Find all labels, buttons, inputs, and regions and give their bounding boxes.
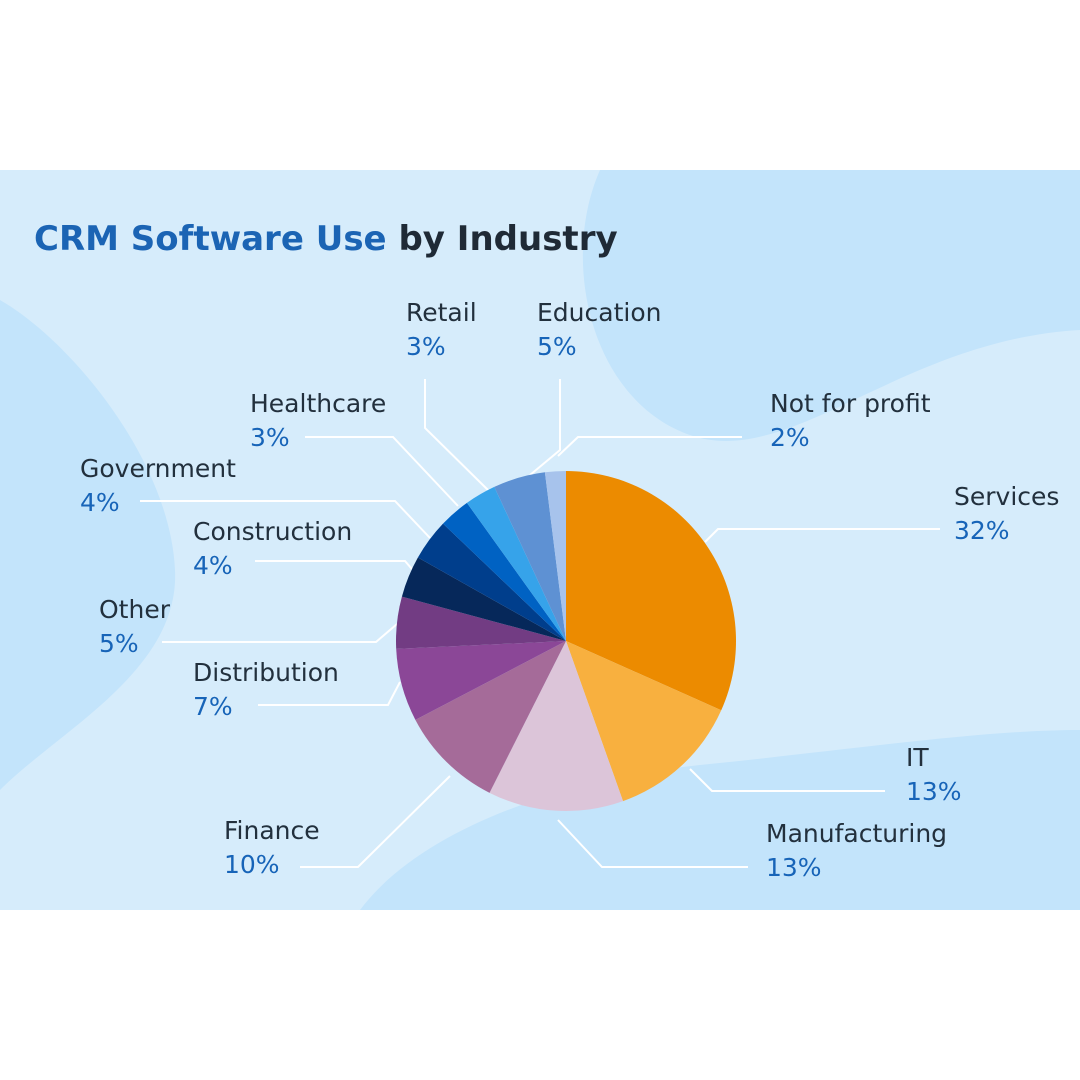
leader-line-services <box>704 528 940 543</box>
slice-label-not-for-profit: Not for profit <box>770 389 931 418</box>
slice-label-other: Other <box>99 595 171 624</box>
slice-label-finance: Finance <box>224 816 320 845</box>
pie-slice-it <box>566 641 722 802</box>
pie-slice-finance <box>415 641 566 793</box>
slice-label-services: Services <box>954 482 1059 511</box>
leader-line-it <box>689 768 885 792</box>
pie-slice-healthcare <box>443 502 566 641</box>
chart-title: CRM Software Use by Industry <box>34 219 618 259</box>
slice-value-government: 4% <box>80 488 120 517</box>
leader-line-manufacturing <box>557 819 748 868</box>
leader-line-distribution <box>258 681 401 706</box>
slice-value-it: 13% <box>906 777 962 806</box>
pie-chart: CRM Software Use by Industry Services 32%… <box>0 170 1080 910</box>
pie-slice-services <box>566 471 737 711</box>
slice-value-education: 5% <box>537 332 577 361</box>
leader-line-other <box>162 623 398 643</box>
slice-label-education: Education <box>537 298 661 327</box>
pie-slice-retail <box>466 486 566 641</box>
slice-label-it: IT <box>906 743 929 772</box>
slice-value-other: 5% <box>99 629 139 658</box>
chart-title-rest: by Industry <box>387 219 618 259</box>
slice-value-services: 32% <box>954 516 1010 545</box>
leader-line-not-for-profit <box>557 436 742 457</box>
pie-slices <box>396 471 737 812</box>
slice-labels: Services 32% IT 13% Manufacturing 13% Finance 1… <box>80 298 1059 882</box>
leader-line-finance <box>300 775 451 868</box>
bg-blob-left <box>0 300 176 790</box>
slice-value-construction: 4% <box>193 551 233 580</box>
slice-value-manufacturing: 13% <box>766 853 822 882</box>
slice-label-manufacturing: Manufacturing <box>766 819 947 848</box>
bg-blob-bottom-right <box>360 730 1080 910</box>
slice-label-retail: Retail <box>406 298 477 327</box>
leader-lines <box>140 379 940 868</box>
pie-slice-other <box>396 596 566 649</box>
leader-line-education <box>529 379 561 476</box>
slice-label-distribution: Distribution <box>193 658 339 687</box>
leader-line-government <box>140 500 431 539</box>
pie-slice-construction <box>401 557 566 641</box>
leader-line-construction <box>255 560 418 576</box>
slice-value-finance: 10% <box>224 850 280 879</box>
chart-title-highlight: CRM Software Use <box>34 219 387 259</box>
slice-label-healthcare: Healthcare <box>250 389 386 418</box>
leader-line-healthcare <box>305 436 459 507</box>
chart-card: CRM Software Use by Industry Services 32%… <box>0 170 1080 910</box>
slice-value-retail: 3% <box>406 332 446 361</box>
slice-label-government: Government <box>80 454 236 483</box>
leader-line-retail <box>424 379 491 493</box>
slice-value-not-for-profit: 2% <box>770 423 810 452</box>
slice-label-construction: Construction <box>193 517 352 546</box>
slice-value-distribution: 7% <box>193 692 233 721</box>
pie-slice-government <box>417 523 566 641</box>
pie-slice-education <box>494 472 566 641</box>
slice-value-healthcare: 3% <box>250 423 290 452</box>
bg-blob-top-right <box>582 170 1080 441</box>
pie-slice-manufacturing <box>489 641 624 812</box>
pie-slice-not-for-profit <box>544 471 566 641</box>
pie-slice-distribution <box>396 641 566 720</box>
